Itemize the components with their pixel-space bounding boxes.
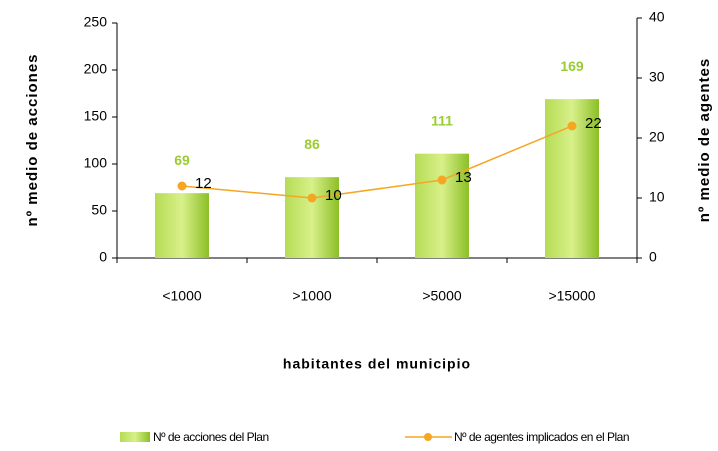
y-axis-title: nº medio de acciones (24, 53, 41, 226)
legend-marker (424, 433, 432, 441)
line-point (567, 121, 577, 131)
bar (155, 193, 209, 258)
bar-value-label: 69 (174, 152, 190, 168)
x-tick-label: >5000 (422, 288, 462, 304)
x-axis-title: habitantes del municipio (283, 356, 471, 372)
legend-label: Nº de acciones del Plan (153, 430, 269, 444)
line-value-label: 13 (455, 169, 472, 186)
line-value-label: 12 (195, 175, 212, 192)
x-tick-label: >1000 (292, 288, 332, 304)
x-tick-label: >15000 (548, 288, 595, 304)
bar-value-label: 111 (431, 112, 453, 128)
bar-value-label: 86 (304, 136, 320, 152)
line (181, 125, 573, 199)
y2-axis-title: nº medio de agentes (696, 58, 713, 223)
y2-tick-label: 40 (649, 9, 665, 25)
y2-tick-label: 20 (649, 129, 665, 145)
y2-tick-label: 10 (649, 189, 665, 205)
y-tick-label: 250 (84, 14, 108, 30)
bar-value-label: 169 (560, 58, 584, 74)
y-tick-label: 100 (84, 155, 108, 171)
y-tick-label: 50 (91, 202, 107, 218)
y2-tick-label: 0 (649, 249, 657, 265)
line-point (307, 193, 317, 203)
bar (415, 153, 469, 258)
y2-tick-label: 30 (649, 69, 665, 85)
legend-swatch (120, 432, 150, 442)
x-tick-label: <1000 (162, 288, 202, 304)
line-point (177, 181, 187, 191)
line-value-label: 10 (325, 187, 342, 204)
bar (285, 177, 339, 258)
y-tick-label: 0 (99, 249, 107, 265)
legend-label: Nº de agentes implicados en el Plan (454, 430, 629, 444)
line-value-label: 22 (585, 115, 602, 132)
y-tick-label: 200 (84, 61, 108, 77)
line-point (437, 175, 447, 185)
y-tick-label: 150 (84, 108, 108, 124)
